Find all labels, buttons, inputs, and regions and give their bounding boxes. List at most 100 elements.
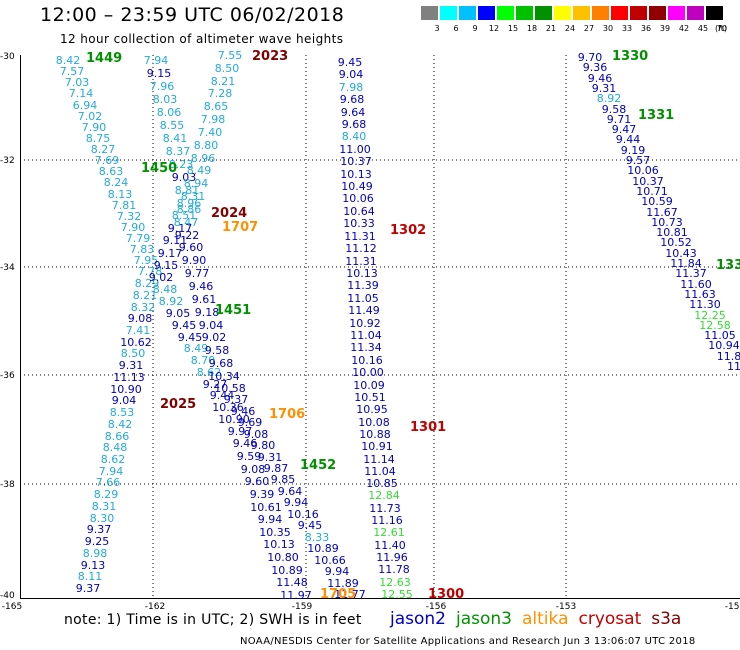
wave-height-value: 8.47 (173, 216, 199, 229)
wave-height-value: 10.36 (212, 401, 244, 414)
wave-height-value: 9.60 (178, 241, 204, 254)
color-scale-label: 27 (583, 24, 595, 33)
wave-height-value: 12.25 (694, 309, 726, 322)
wave-height-value: 10.09 (353, 379, 385, 392)
pass-time-tag: 1449 (86, 51, 123, 66)
wave-height-value: 12.55 (381, 588, 413, 601)
wave-height-value: 8.42 (107, 418, 133, 431)
wave-height-value: 10.06 (627, 164, 659, 177)
wave-height-value: 8.80 (193, 139, 219, 152)
wave-height-value: 10.58 (214, 382, 246, 395)
wave-height-value: 9.02 (201, 331, 227, 344)
wave-height-value: 9.68 (341, 118, 367, 131)
wave-height-value: 9.60 (244, 475, 270, 488)
lon-tick-label: -156 (425, 602, 447, 612)
lat-tick-label: -30 (0, 52, 15, 62)
wave-height-value: 9.08 (127, 312, 153, 325)
wave-height-value: 7.95 (133, 254, 159, 267)
wave-height-value: 7.57 (59, 65, 85, 78)
wave-height-value: 10.94 (708, 339, 740, 352)
wave-height-value: 7.94 (98, 465, 124, 478)
wave-height-value: 8.96 (176, 197, 202, 210)
wave-height-value: 7.78 (137, 265, 163, 278)
wave-height-value: 11.34 (350, 341, 382, 354)
wave-height-value: 9.15 (146, 67, 172, 80)
wave-height-value: 9.27 (202, 378, 228, 391)
wave-height-value: 9.37 (86, 523, 112, 536)
color-swatch (535, 6, 552, 20)
wave-height-value: 9.31 (257, 451, 283, 464)
wave-height-value: 11.05 (347, 292, 379, 305)
wave-height-value: 10.43 (665, 247, 697, 260)
wave-height-value: 8.92 (158, 295, 184, 308)
lat-tick-label: -32 (0, 156, 15, 166)
wave-height-value: 7.90 (81, 121, 107, 134)
wave-height-value: 7.03 (64, 76, 90, 89)
wave-height-value: 8.42 (55, 54, 81, 67)
wave-height-value: 9.64 (277, 485, 303, 498)
lon-tick-label: -150 (724, 602, 740, 612)
legend-jason2: jason2 (390, 609, 446, 629)
wave-height-value: 10.13 (340, 168, 372, 181)
wave-height-value: 7.32 (116, 210, 142, 223)
page-subtitle: 12 hour collection of altimeter wave hei… (60, 32, 344, 46)
legend-s3a: s3a (651, 609, 682, 629)
lon-tick-label: -159 (291, 602, 313, 612)
wave-height-value: 8.81 (174, 184, 200, 197)
wave-height-value: 11.31 (345, 255, 377, 268)
wave-height-value: 10.08 (358, 416, 390, 429)
pass-time-tag: 1301 (410, 420, 447, 435)
wave-height-value: 8.51 (171, 209, 197, 222)
wave-height-value: 9.31 (591, 82, 617, 95)
color-swatch (573, 6, 590, 20)
wave-height-value: 11.14 (363, 453, 395, 466)
color-scale-label: 39 (659, 24, 671, 33)
wave-height-value: 9.08 (240, 463, 266, 476)
color-swatch (630, 6, 647, 20)
wave-height-value: 8.37 (165, 145, 191, 158)
lat-tick-label: -34 (0, 263, 15, 273)
color-scale-label: 24 (564, 24, 576, 33)
color-swatch (440, 6, 457, 20)
wave-height-value: 8.30 (89, 512, 115, 525)
wave-height-value: 11.60 (680, 278, 712, 291)
wave-height-value: 10.92 (349, 317, 381, 330)
color-scale-label: 36 (640, 24, 652, 33)
wave-height-value: 12.58 (699, 319, 731, 332)
satellite-legend: jason2 jason3 altika cryosat s3a (390, 609, 691, 629)
wave-height-value: 10.33 (343, 217, 375, 230)
wave-height-value: 10.13 (346, 267, 378, 280)
wave-height-value: 12.84 (368, 489, 400, 502)
wave-height-value: 8.65 (203, 100, 229, 113)
wave-height-value: 7.40 (197, 126, 223, 139)
color-scale-label: 42 (678, 24, 690, 33)
wave-height-value: 8.49 (186, 164, 212, 177)
color-swatch (497, 6, 514, 20)
wave-height-value: 9.22 (174, 229, 200, 242)
wave-height-value: 8.96 (190, 152, 216, 165)
color-scale-label: 70 (716, 24, 728, 33)
wave-height-value: 9.61 (191, 293, 217, 306)
wave-height-value: 9.37 (223, 393, 249, 406)
wave-height-value: 7.96 (149, 80, 175, 93)
wave-height-value: 9.69 (237, 416, 263, 429)
wave-height-value: 9.46 (188, 280, 214, 293)
color-scale-label: 12 (488, 24, 500, 33)
wave-height-value: 7.79 (125, 232, 151, 245)
wave-height-value: 9.45 (337, 56, 363, 69)
color-swatch (554, 6, 571, 20)
wave-height-value: 9.44 (209, 389, 235, 402)
wave-height-value: 10.91 (361, 440, 393, 453)
wave-height-value: 9.68 (208, 357, 234, 370)
wave-height-value: 9.70 (577, 51, 603, 64)
color-scale-label: 45 (697, 24, 709, 33)
wave-height-value: 7.98 (200, 113, 226, 126)
wave-height-value: 8.53 (109, 406, 135, 419)
wave-height-value: 9.71 (606, 113, 632, 126)
wave-height-value: 11.67 (646, 206, 678, 219)
wave-height-value: 10.89 (307, 542, 339, 555)
wave-height-value: 8.23 (168, 158, 194, 171)
wave-height-value: 9.03 (171, 171, 197, 184)
wave-height-value: 10.73 (651, 216, 683, 229)
wave-height-value: 10.64 (343, 205, 375, 218)
